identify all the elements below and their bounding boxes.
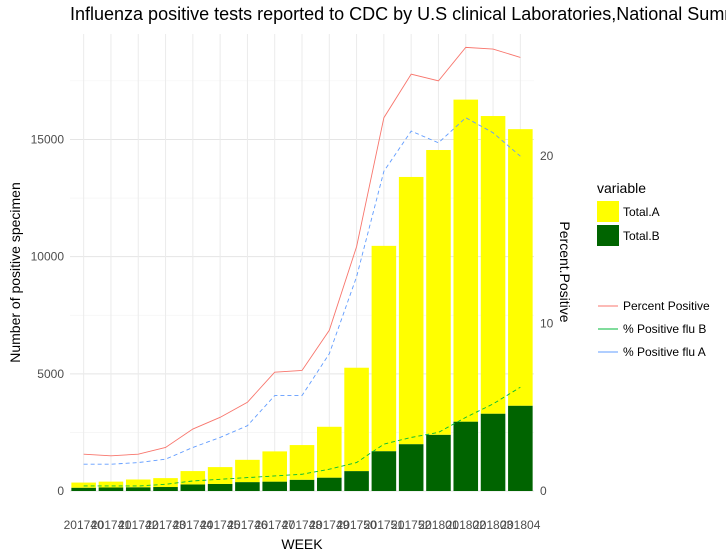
legend-label-total-b: Total.B [623,229,660,243]
x-tick-label: 201803 [473,518,513,532]
line-percent-positive [83,46,521,457]
x-tick-label: 201749 [309,518,349,532]
x-tick-label: 201745 [200,518,240,532]
bar-total-b [262,481,287,491]
legend-label-total-a: Total.A [623,205,660,219]
y2-tick-label: 0 [540,484,547,498]
y-tick-label: 15000 [31,132,65,146]
bars [71,99,533,491]
x-tick-label: 201742 [118,518,158,532]
bar-total-a [508,129,533,406]
x-tick-label: 201743 [146,518,186,532]
bar-total-b [426,434,451,491]
x-tick-label: 201752 [391,518,431,532]
y-axis-title: Number of positive specimen [7,182,23,363]
legend-key-total-b [597,225,619,246]
bar-total-b [98,487,124,491]
x-tick-label: 201748 [282,518,322,532]
bar-total-b [125,487,151,491]
x-tick-label: 201804 [500,518,540,532]
bar-total-b [398,444,424,491]
bar-total-b [207,483,233,491]
x-tick-label: 201802 [446,518,486,532]
x-tick-label: 201747 [255,518,295,532]
legend-label-positive-flu-b: % Positive flu B [623,322,706,336]
x-tick-label: 201751 [364,518,404,532]
bar-total-b [317,477,342,491]
line-positive-flu-a [83,117,521,465]
legend-key-total-a [597,201,619,222]
bar-total-a [453,99,479,422]
bar-total-b [508,405,533,491]
x-tick-label: 201801 [418,518,458,532]
x-tick-label: 201750 [337,518,377,532]
bar-total-b [180,484,206,491]
x-tick-label: 201744 [173,518,213,532]
x-tick-label: 201740 [64,518,104,532]
bar-total-a [153,478,178,488]
bar-total-b [153,487,178,491]
legend-title: variable [597,180,646,196]
legend: variable Total.A Total.B Percent Positive % … [597,180,710,359]
lines [83,46,521,487]
legend-label-percent-positive: Percent Positive [623,299,710,313]
axes: 0500010000150000102020174020174120174220… [7,132,573,552]
bar-total-a [371,245,397,452]
legend-label-positive-flu-a: % Positive flu A [623,345,706,359]
bar-total-a [344,367,369,472]
chart-title: Influenza positive tests reported to CDC… [70,4,726,24]
y-tick-label: 5000 [37,367,64,381]
bar-total-b [453,421,479,491]
x-tick-label: 201741 [91,518,131,532]
bar-total-b [344,471,369,491]
bar-total-a [125,479,151,488]
bar-total-b [71,487,96,491]
x-tick-label: 201746 [227,518,267,532]
bar-total-a [398,176,424,445]
x-axis-title: WEEK [281,536,323,552]
y-tick-label: 10000 [31,250,65,264]
bar-total-a [235,459,260,483]
bar-total-b [480,413,506,491]
bar-total-a [180,471,206,485]
bar-total-b [371,451,397,491]
bar-total-a [426,150,451,435]
y2-tick-label: 20 [540,149,554,163]
bar-total-a [207,467,233,484]
bar-total-a [71,482,96,488]
bar-total-a [480,116,506,414]
line-positive-flu-b [83,386,521,487]
bar-total-a [98,481,124,488]
y-tick-label: 0 [57,484,64,498]
bar-total-a [317,426,342,478]
bar-total-b [235,482,260,491]
bar-total-a [262,451,287,482]
y2-axis-title: Percent.Positive [557,221,573,322]
y2-tick-label: 10 [540,317,554,331]
bar-total-b [289,479,315,491]
